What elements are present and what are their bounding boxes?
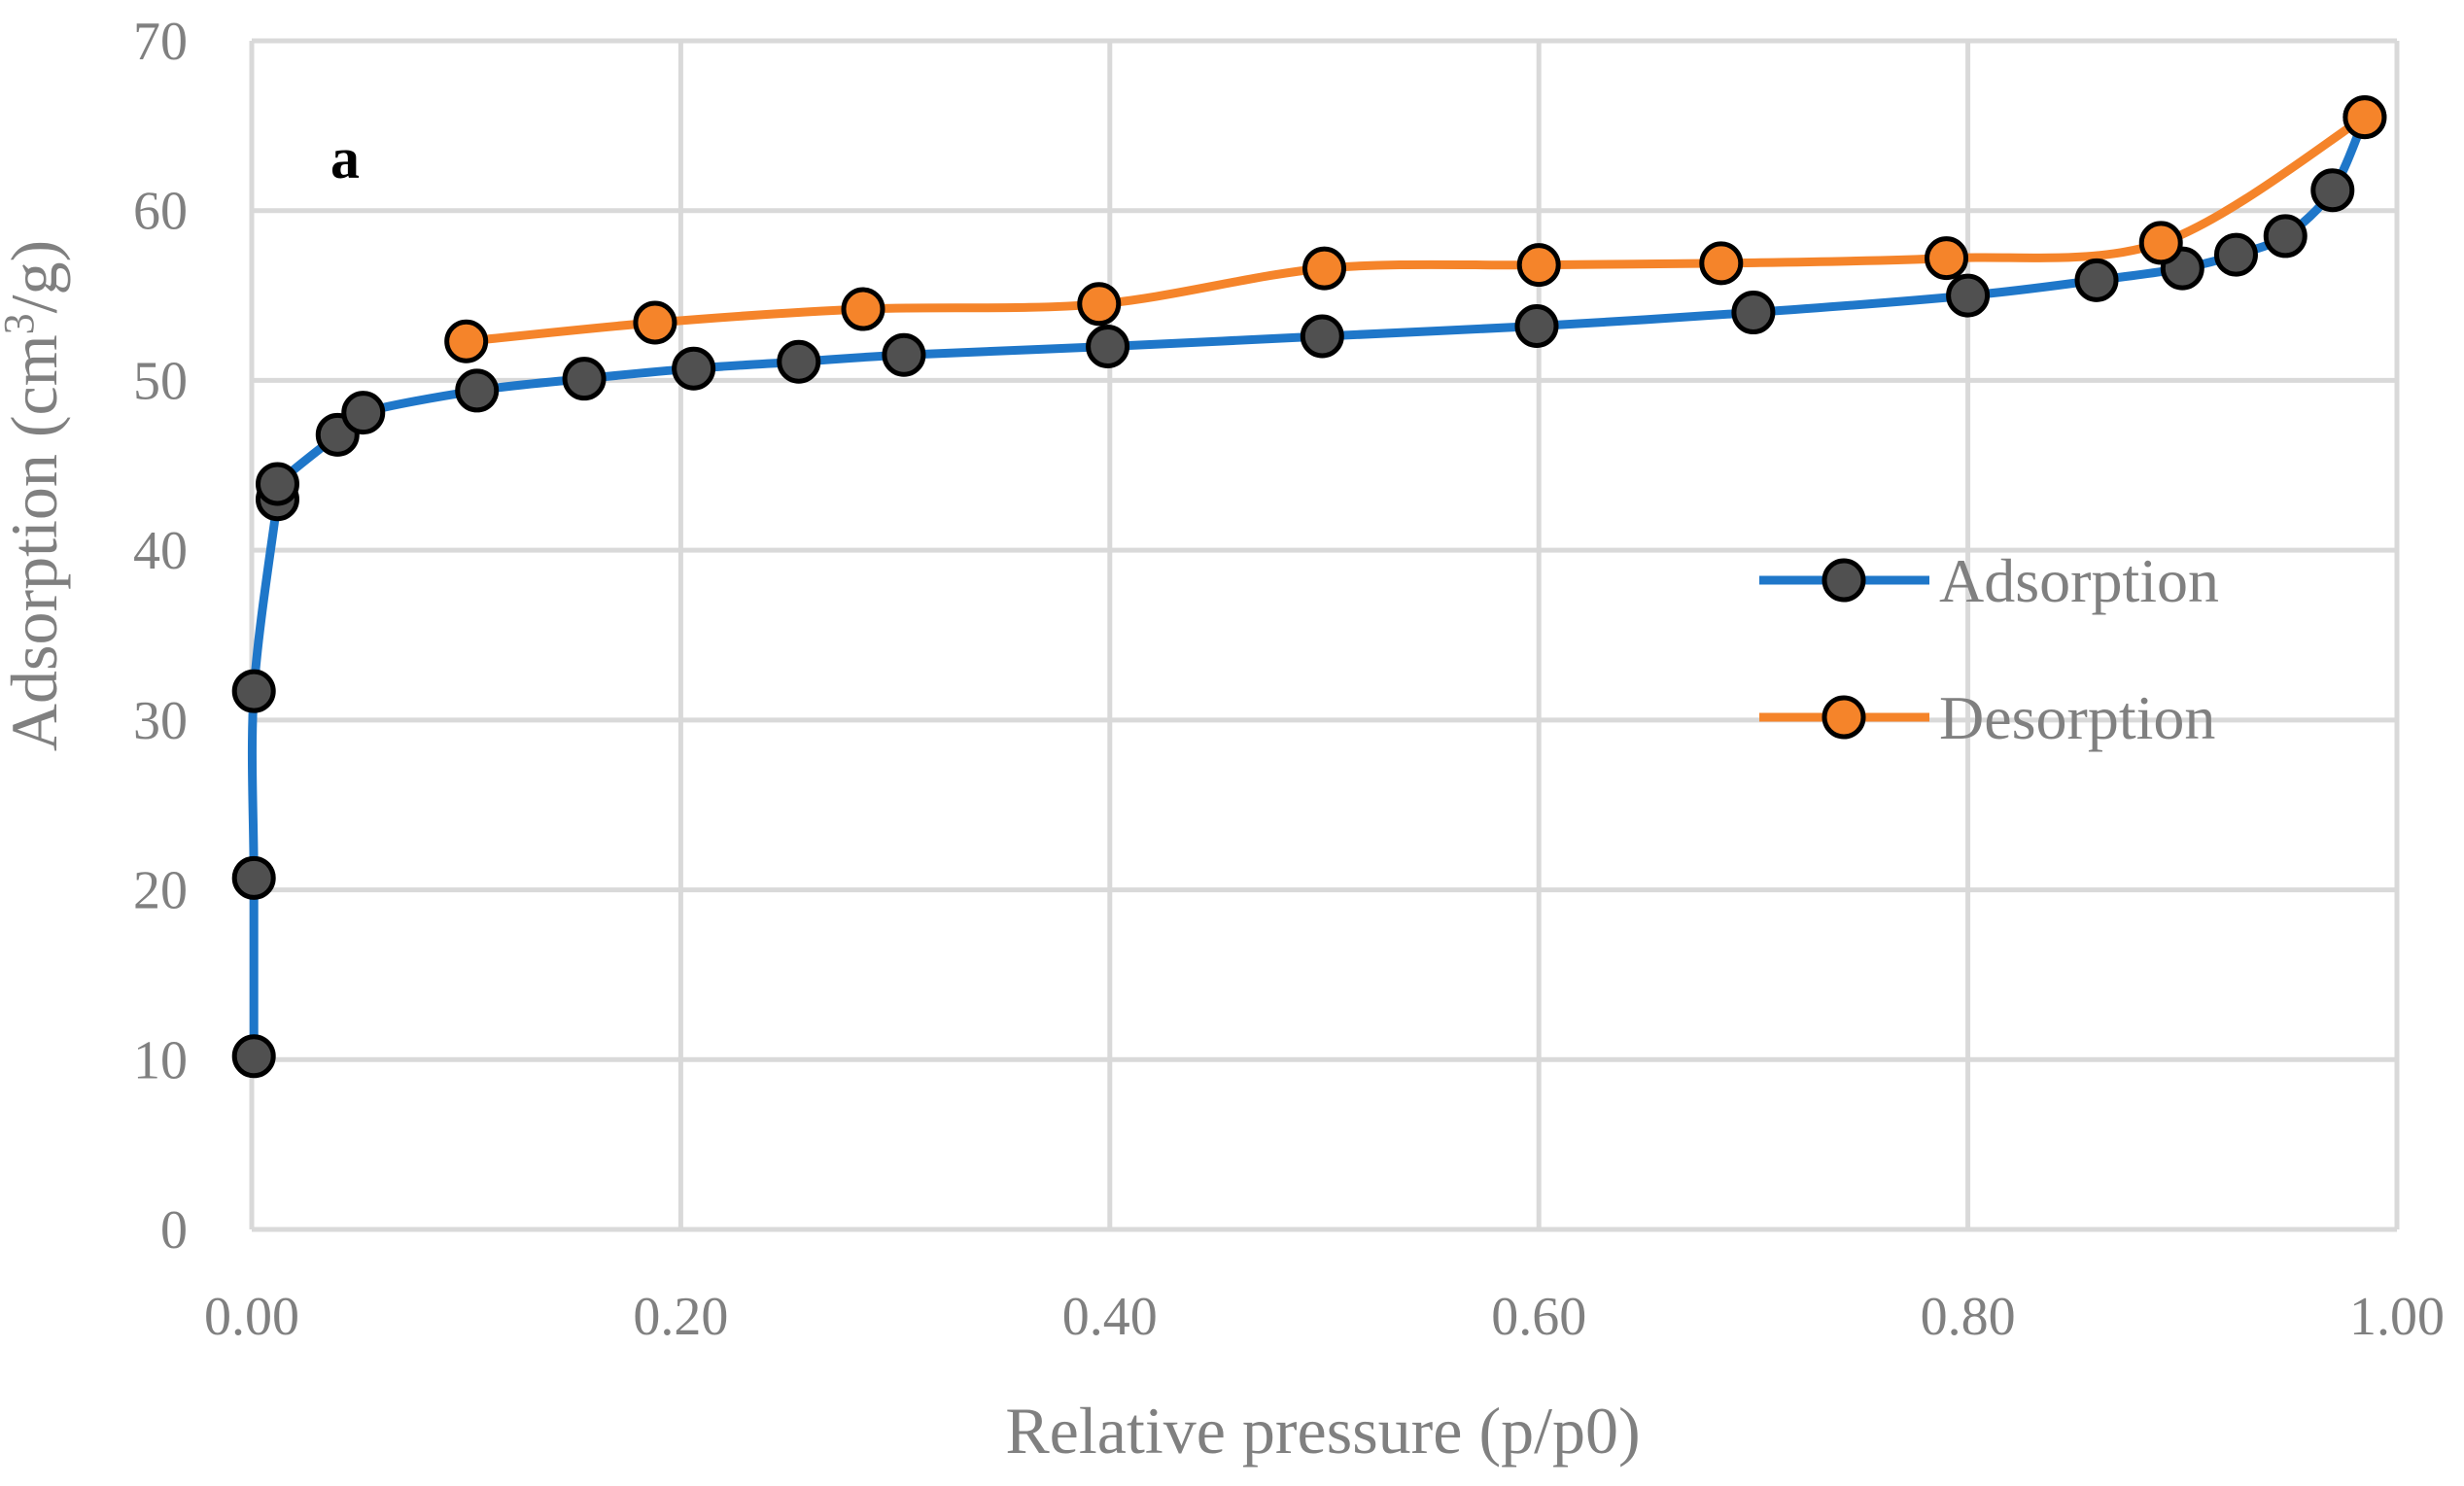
grid bbox=[249, 38, 2400, 1232]
y-tick-label: 20 bbox=[133, 861, 188, 921]
y-axis-title-main: Adsorption (cm bbox=[0, 334, 71, 751]
legend-marker-adsorption bbox=[1822, 558, 1866, 603]
adsorption-point-9 bbox=[672, 346, 716, 391]
adsorption-point-10 bbox=[777, 339, 821, 384]
y-axis-title-tail: /g) bbox=[0, 240, 71, 314]
x-tick-label: 0.80 bbox=[1921, 1287, 2016, 1347]
adsorption-point-11 bbox=[882, 332, 926, 377]
adsorption-point-7 bbox=[455, 368, 500, 413]
adsorption-point-1 bbox=[231, 855, 276, 900]
series-markers bbox=[231, 95, 2387, 1079]
desorption-point-9 bbox=[2343, 95, 2387, 140]
adsorption-point-21 bbox=[2310, 168, 2355, 213]
desorption-point-3 bbox=[1077, 282, 1122, 327]
adsorption-point-6 bbox=[341, 391, 386, 435]
adsorption-point-12 bbox=[1086, 324, 1130, 368]
y-tick-label: 70 bbox=[133, 12, 188, 72]
desorption-point-2 bbox=[841, 287, 885, 331]
desorption-point-0 bbox=[444, 319, 489, 363]
x-tick-label: 0.20 bbox=[633, 1287, 728, 1347]
x-tick-label: 0.60 bbox=[1491, 1287, 1586, 1347]
legend-label-desorption: Desorption bbox=[1939, 683, 2215, 752]
adsorption-point-13 bbox=[1300, 314, 1344, 359]
legend-label-adsorption: Adsorption bbox=[1939, 546, 2219, 615]
adsorption-point-4 bbox=[255, 462, 299, 506]
y-tick-label: 40 bbox=[133, 521, 188, 581]
y-tick-label: 10 bbox=[133, 1030, 188, 1090]
x-tick-label: 1.00 bbox=[2349, 1287, 2445, 1347]
y-axis-title: Adsorption (cm3/g) bbox=[0, 240, 71, 751]
adsorption-point-8 bbox=[562, 357, 607, 401]
legend-item-desorption: Desorption bbox=[1759, 683, 2215, 752]
x-tick-label: 0.40 bbox=[1062, 1287, 1158, 1347]
series-line-desorption bbox=[462, 113, 2370, 346]
adsorption-point-19 bbox=[2213, 232, 2258, 277]
adsorption-point-17 bbox=[2074, 258, 2119, 302]
legend-marker-desorption bbox=[1822, 695, 1866, 740]
x-axis-ticks: 0.00 0.20 0.40 0.60 0.80 1.00 bbox=[204, 1287, 2445, 1347]
y-tick-label: 30 bbox=[133, 691, 188, 751]
y-tick-label: 50 bbox=[133, 351, 188, 411]
desorption-point-1 bbox=[633, 300, 677, 345]
desorption-point-7 bbox=[1925, 236, 1969, 281]
y-axis-ticks: 0 10 20 30 40 50 60 70 bbox=[133, 12, 188, 1261]
adsorption-point-16 bbox=[1946, 273, 1991, 318]
y-tick-label: 60 bbox=[133, 182, 188, 242]
y-axis-title-sup: 3 bbox=[0, 313, 43, 334]
adsorption-point-2 bbox=[231, 669, 276, 713]
legend: Adsorption Desorption bbox=[1759, 546, 2219, 752]
desorption-point-5 bbox=[1516, 243, 1561, 288]
desorption-point-6 bbox=[1699, 241, 1744, 286]
desorption-point-4 bbox=[1302, 246, 1346, 291]
panel-label: a bbox=[330, 126, 360, 190]
adsorption-point-14 bbox=[1514, 304, 1559, 349]
y-tick-label: 0 bbox=[160, 1200, 188, 1261]
legend-item-adsorption: Adsorption bbox=[1759, 546, 2219, 615]
desorption-point-8 bbox=[2138, 221, 2183, 265]
x-tick-label: 0.00 bbox=[204, 1287, 299, 1347]
x-axis-title: Relative pressure (p/p0) bbox=[1005, 1394, 1640, 1468]
adsorption-point-15 bbox=[1731, 291, 1776, 335]
adsorption-point-20 bbox=[2263, 214, 2308, 259]
adsorption-point-0 bbox=[231, 1034, 276, 1079]
